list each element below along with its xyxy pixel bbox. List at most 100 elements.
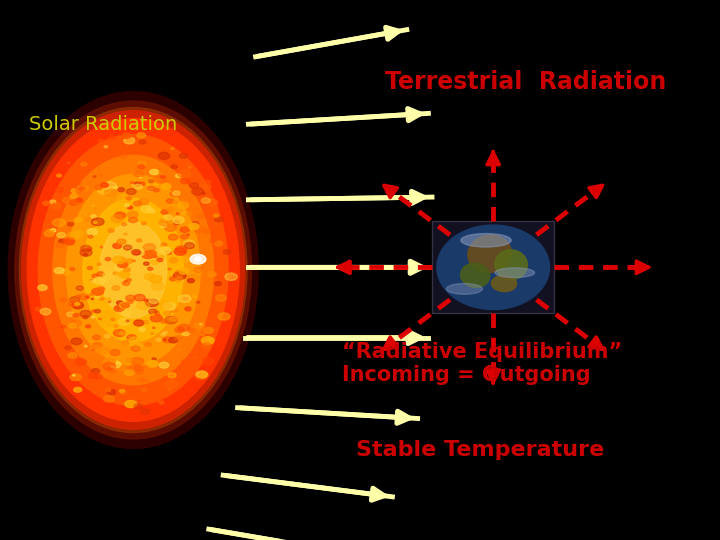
Ellipse shape xyxy=(104,334,110,338)
Ellipse shape xyxy=(184,240,195,247)
Ellipse shape xyxy=(163,302,176,310)
Ellipse shape xyxy=(15,101,251,439)
Ellipse shape xyxy=(193,295,197,298)
Ellipse shape xyxy=(73,314,79,317)
Ellipse shape xyxy=(141,206,153,213)
Ellipse shape xyxy=(97,263,101,265)
Ellipse shape xyxy=(127,336,137,341)
Ellipse shape xyxy=(128,240,133,243)
Ellipse shape xyxy=(185,307,192,311)
Ellipse shape xyxy=(113,272,117,275)
Ellipse shape xyxy=(218,268,220,269)
Ellipse shape xyxy=(145,299,158,307)
Ellipse shape xyxy=(114,186,117,188)
Ellipse shape xyxy=(192,188,204,195)
Ellipse shape xyxy=(169,307,178,312)
Ellipse shape xyxy=(175,336,181,340)
Ellipse shape xyxy=(201,334,204,335)
Ellipse shape xyxy=(153,255,157,258)
Ellipse shape xyxy=(40,285,46,289)
Ellipse shape xyxy=(98,139,104,143)
Ellipse shape xyxy=(56,243,64,247)
Ellipse shape xyxy=(65,346,71,349)
Ellipse shape xyxy=(161,333,166,336)
Ellipse shape xyxy=(54,268,64,274)
Ellipse shape xyxy=(118,318,130,325)
Ellipse shape xyxy=(84,345,87,347)
Ellipse shape xyxy=(109,183,114,186)
Ellipse shape xyxy=(202,337,214,345)
Ellipse shape xyxy=(184,298,188,300)
Ellipse shape xyxy=(126,258,132,262)
Ellipse shape xyxy=(157,258,163,262)
Ellipse shape xyxy=(120,271,130,277)
Ellipse shape xyxy=(161,222,169,227)
Ellipse shape xyxy=(139,140,146,144)
Ellipse shape xyxy=(163,332,167,334)
Ellipse shape xyxy=(122,133,131,138)
Ellipse shape xyxy=(118,188,125,192)
Ellipse shape xyxy=(152,314,155,315)
Ellipse shape xyxy=(199,323,202,325)
Ellipse shape xyxy=(99,222,166,318)
Ellipse shape xyxy=(142,251,154,259)
Ellipse shape xyxy=(66,174,200,366)
Ellipse shape xyxy=(128,365,140,372)
Ellipse shape xyxy=(133,201,142,206)
Ellipse shape xyxy=(163,337,172,343)
Ellipse shape xyxy=(124,137,135,144)
Ellipse shape xyxy=(58,239,66,244)
Ellipse shape xyxy=(153,327,155,328)
Ellipse shape xyxy=(149,275,162,283)
Ellipse shape xyxy=(42,201,50,205)
Ellipse shape xyxy=(131,172,138,176)
Ellipse shape xyxy=(92,310,96,312)
Ellipse shape xyxy=(194,322,204,328)
Ellipse shape xyxy=(194,257,202,261)
Ellipse shape xyxy=(71,189,77,193)
Ellipse shape xyxy=(208,338,212,340)
Ellipse shape xyxy=(107,389,116,395)
Ellipse shape xyxy=(145,251,157,257)
Ellipse shape xyxy=(104,182,117,190)
Ellipse shape xyxy=(85,218,91,221)
Ellipse shape xyxy=(446,284,482,294)
Ellipse shape xyxy=(161,243,167,247)
Ellipse shape xyxy=(94,221,97,224)
Ellipse shape xyxy=(51,203,60,208)
Ellipse shape xyxy=(186,213,191,215)
Ellipse shape xyxy=(187,279,194,283)
Ellipse shape xyxy=(124,233,127,235)
Ellipse shape xyxy=(210,239,217,243)
Ellipse shape xyxy=(65,239,74,245)
Ellipse shape xyxy=(170,317,177,321)
Ellipse shape xyxy=(57,233,66,238)
Ellipse shape xyxy=(189,224,199,230)
Ellipse shape xyxy=(161,320,167,323)
Ellipse shape xyxy=(126,279,131,281)
Ellipse shape xyxy=(461,233,511,247)
Ellipse shape xyxy=(143,262,149,265)
Ellipse shape xyxy=(165,225,176,231)
Ellipse shape xyxy=(76,286,84,291)
Ellipse shape xyxy=(171,148,174,150)
Ellipse shape xyxy=(91,218,104,226)
Ellipse shape xyxy=(153,188,159,192)
Ellipse shape xyxy=(87,266,93,269)
Ellipse shape xyxy=(111,319,115,321)
Ellipse shape xyxy=(192,221,199,225)
Text: Solar Radiation: Solar Radiation xyxy=(29,114,177,133)
Ellipse shape xyxy=(87,248,91,251)
Ellipse shape xyxy=(225,273,238,280)
Ellipse shape xyxy=(99,320,110,327)
Ellipse shape xyxy=(114,368,116,370)
Ellipse shape xyxy=(134,294,145,301)
Ellipse shape xyxy=(181,235,188,239)
Ellipse shape xyxy=(114,325,118,327)
Ellipse shape xyxy=(134,320,143,326)
Ellipse shape xyxy=(148,186,155,191)
Ellipse shape xyxy=(103,362,115,370)
Ellipse shape xyxy=(166,251,171,254)
Ellipse shape xyxy=(19,107,247,433)
Ellipse shape xyxy=(83,315,88,319)
